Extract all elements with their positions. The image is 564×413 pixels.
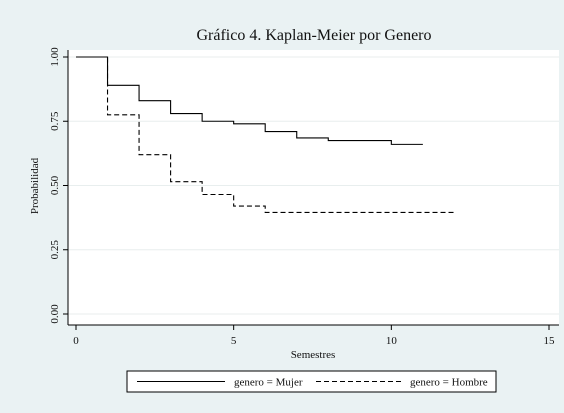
x-tick-label: 5 — [231, 335, 237, 347]
chart-title: Gráfico 4. Kaplan-Meier por Genero — [196, 27, 431, 44]
series-line-1 — [76, 56, 455, 214]
x-tick-label: 0 — [73, 335, 79, 347]
plot-background — [68, 50, 559, 325]
legend: genero = Mujer genero = Hombre — [126, 370, 497, 393]
legend-label-0: genero = Mujer — [234, 377, 303, 389]
gridlines — [68, 56, 559, 315]
x-tick-label: 15 — [544, 335, 556, 347]
axes: 0 5 10 15 0.00 0.25 0.50 0.75 1.00 — [49, 47, 559, 347]
legend-label-1: genero = Hombre — [410, 377, 488, 389]
y-tick-label: 0.00 — [49, 304, 61, 324]
x-tick-label: 10 — [386, 335, 398, 347]
x-axis-title: Semestres — [291, 349, 336, 361]
series-lines — [76, 56, 455, 214]
y-tick-label: 0.25 — [49, 240, 61, 260]
series-line-0 — [76, 56, 423, 145]
y-tick-label: 0.75 — [49, 111, 61, 131]
y-axis-title: Probabilidad — [29, 157, 41, 214]
y-tick-label: 1.00 — [49, 47, 61, 67]
legend-box — [126, 370, 497, 393]
y-tick-label: 0.50 — [49, 175, 61, 195]
